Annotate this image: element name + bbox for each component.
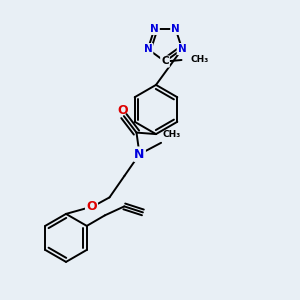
Text: N: N (178, 44, 187, 54)
Text: O: O (86, 200, 97, 214)
Text: N: N (134, 148, 145, 161)
Text: N: N (143, 44, 152, 54)
Text: CH₃: CH₃ (163, 130, 181, 139)
Text: N: N (150, 24, 159, 34)
Text: CH₃: CH₃ (190, 56, 209, 64)
Text: N: N (171, 24, 180, 34)
Text: O: O (117, 104, 128, 117)
Text: C: C (161, 56, 169, 67)
